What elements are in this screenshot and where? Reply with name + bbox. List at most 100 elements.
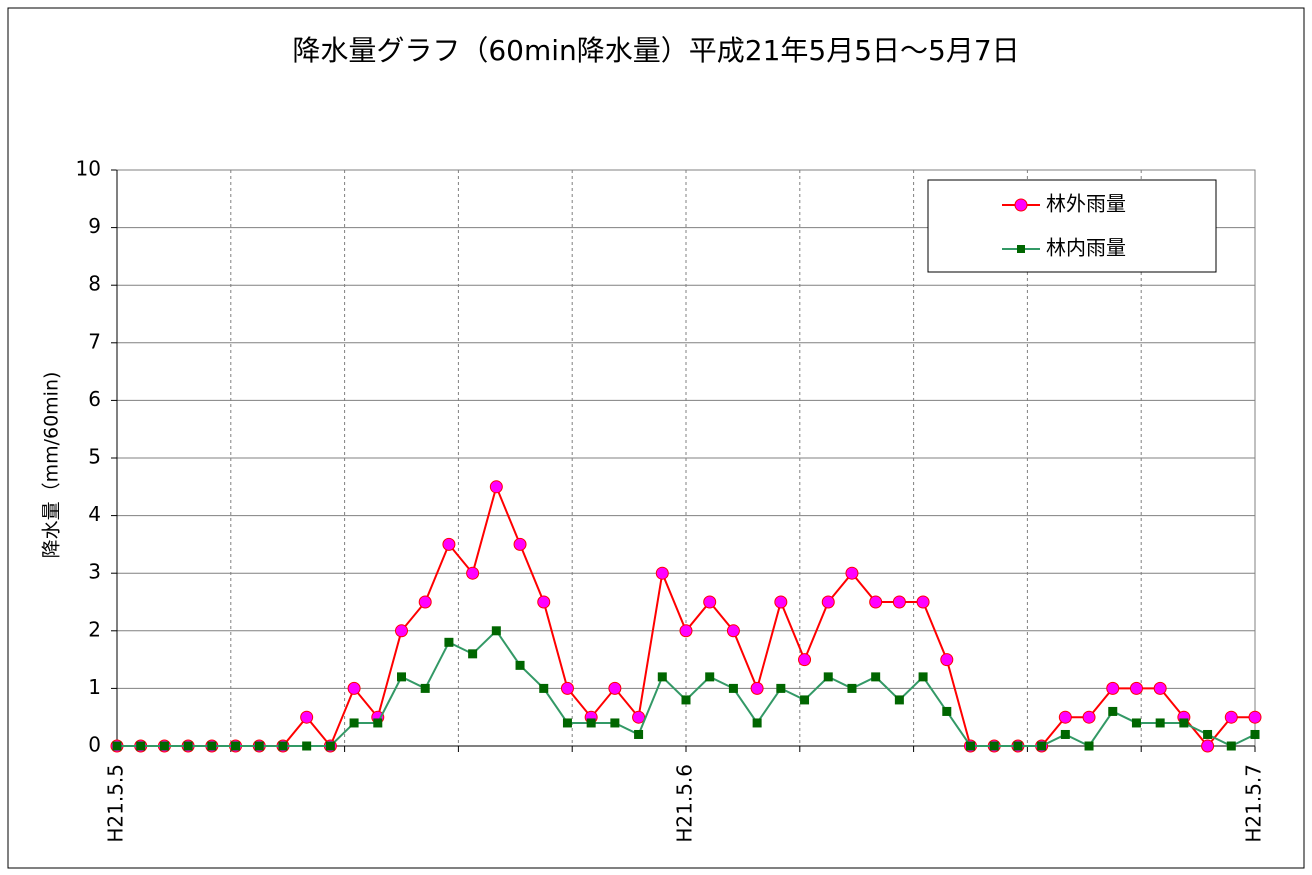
point (1248, 710, 1262, 724)
point (1037, 741, 1047, 751)
point (489, 480, 503, 494)
point (420, 683, 430, 693)
point (1129, 681, 1143, 695)
point (302, 741, 312, 751)
point (1153, 681, 1167, 695)
chart-title: 降水量グラフ（60min降水量）平成21年5月5日～5月7日 (292, 34, 1019, 67)
y-tick-label: 10 (76, 157, 101, 181)
point (847, 683, 857, 693)
point (491, 626, 501, 636)
point (395, 624, 408, 638)
point (159, 741, 169, 751)
y-tick-label: 2 (88, 617, 101, 641)
x-tick-label: H21.5.5 (104, 764, 128, 843)
point (397, 672, 406, 682)
point (373, 718, 383, 728)
point (774, 595, 788, 609)
point (468, 649, 478, 659)
point (634, 729, 644, 739)
point (750, 681, 764, 695)
legend-label: 林内雨量 (1046, 236, 1126, 260)
point (966, 741, 975, 751)
x-tick-label: H21.5.6 (673, 764, 697, 843)
point (347, 681, 361, 695)
point (1131, 718, 1141, 728)
y-tick-label: 4 (88, 502, 101, 526)
point (562, 718, 572, 728)
point (278, 741, 288, 751)
point (608, 681, 622, 695)
point (1084, 741, 1094, 751)
point (1155, 718, 1165, 728)
point (1106, 681, 1120, 695)
point (300, 710, 314, 724)
point (1226, 741, 1236, 751)
point (800, 695, 810, 705)
point (1108, 706, 1118, 716)
point (207, 741, 217, 751)
point (537, 595, 551, 609)
point (942, 706, 952, 716)
point (728, 683, 738, 693)
point (776, 683, 786, 693)
point (655, 566, 669, 580)
point (989, 741, 999, 751)
point (871, 672, 881, 682)
point (539, 683, 549, 693)
point (560, 681, 574, 695)
point (1201, 739, 1215, 753)
point (183, 741, 193, 751)
point (940, 653, 954, 667)
point (442, 537, 456, 551)
point (892, 595, 906, 609)
legend-marker (1017, 245, 1025, 253)
point (823, 672, 833, 682)
point (894, 695, 904, 705)
point (1058, 710, 1072, 724)
point (869, 595, 883, 609)
point (418, 595, 432, 609)
point (681, 695, 691, 705)
point (466, 566, 480, 580)
y-axis-label: 降水量（mm/60min) (41, 372, 63, 559)
legend-marker (1014, 198, 1028, 212)
point (254, 741, 264, 751)
y-tick-label: 6 (88, 387, 101, 411)
y-tick-label: 5 (88, 445, 101, 469)
point (444, 637, 454, 647)
y-tick-label: 3 (88, 560, 101, 584)
point (1224, 710, 1238, 724)
point (798, 653, 812, 667)
y-tick-label: 7 (88, 329, 101, 353)
point (515, 660, 525, 670)
point (325, 741, 335, 751)
point (1250, 729, 1260, 739)
point (349, 718, 359, 728)
point (112, 741, 122, 751)
point (918, 672, 928, 682)
point (610, 718, 620, 728)
y-tick-label: 0 (88, 733, 101, 757)
legend-box (927, 179, 1217, 273)
point (703, 595, 717, 609)
point (1203, 729, 1213, 739)
point (916, 595, 930, 609)
legend-label: 林外雨量 (1046, 192, 1126, 216)
point (726, 624, 740, 638)
point (1082, 710, 1096, 724)
point (1013, 741, 1023, 751)
point (632, 710, 646, 724)
point (513, 537, 527, 551)
y-tick-label: 8 (88, 272, 101, 296)
point (705, 672, 715, 682)
y-tick-label: 1 (88, 675, 101, 699)
y-tick-label: 9 (88, 214, 101, 238)
point (1060, 729, 1070, 739)
x-tick-label: H21.5.7 (1242, 764, 1266, 843)
point (657, 672, 667, 682)
point (752, 718, 762, 728)
point (1179, 718, 1189, 728)
point (845, 566, 859, 580)
point (679, 624, 693, 638)
